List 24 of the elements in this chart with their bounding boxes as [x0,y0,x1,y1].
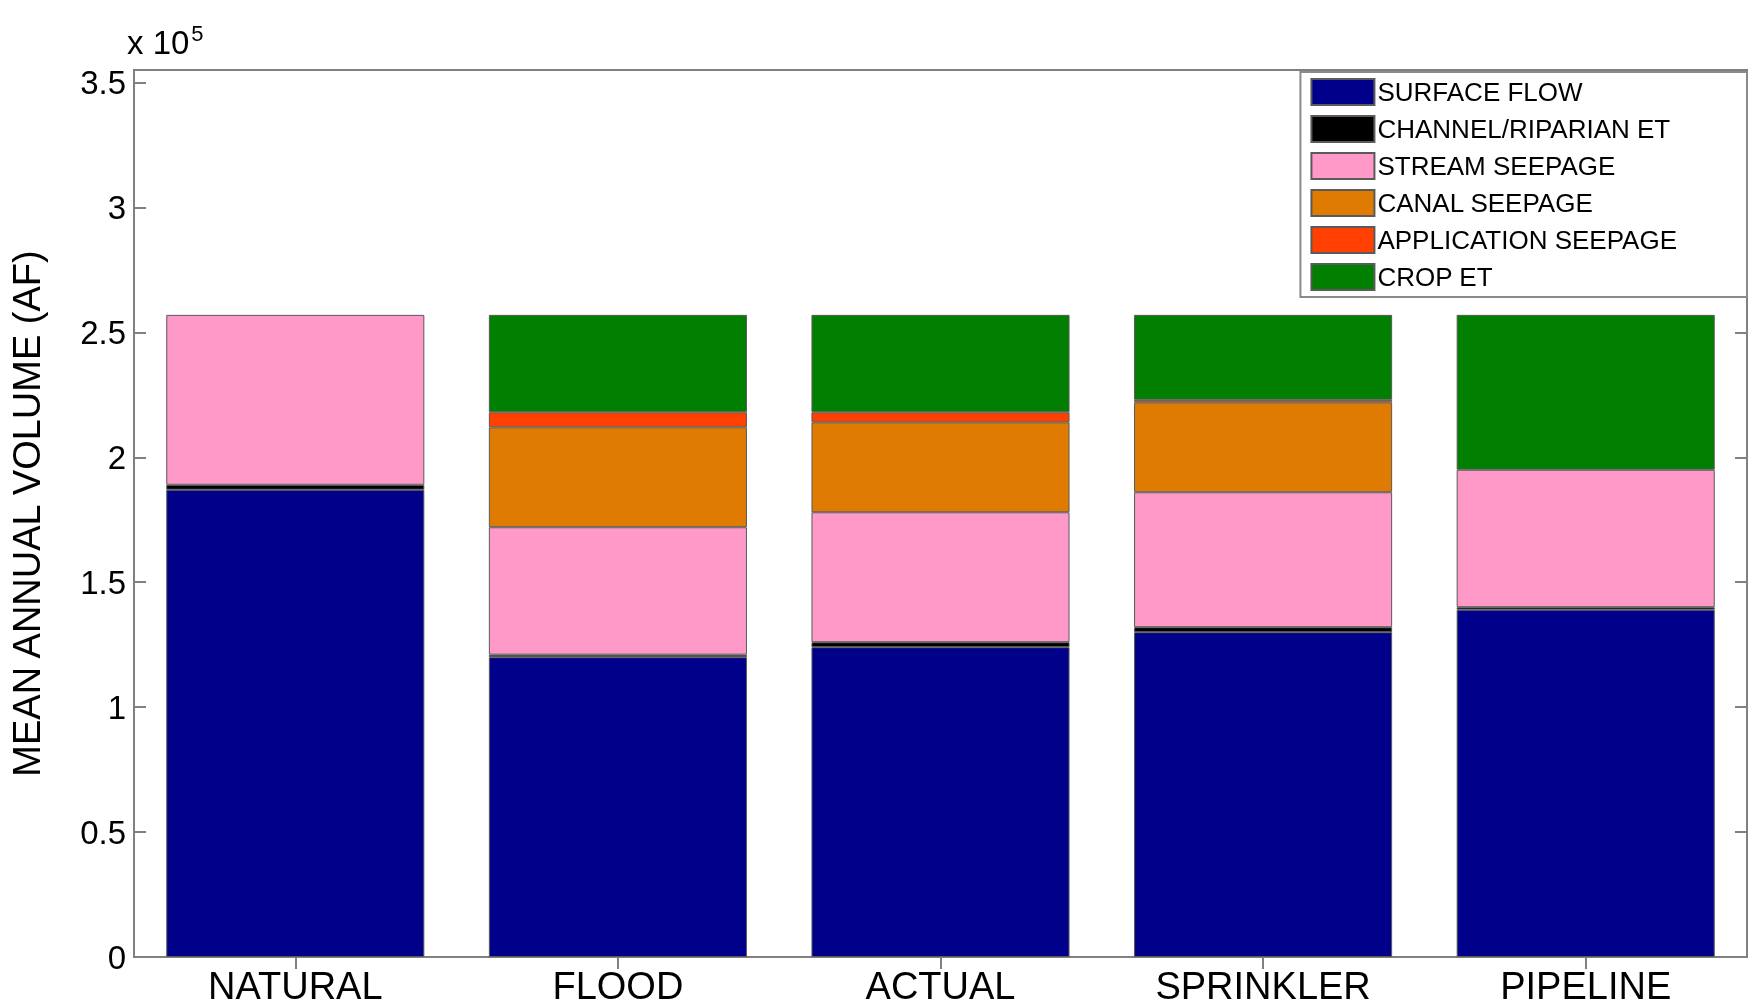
legend-label: CANAL SEEPAGE [1377,188,1593,218]
y-tick-label: 2 [107,438,126,476]
x-tick-label: NATURAL [208,965,383,1007]
y-tick-label: 0 [107,938,126,976]
x-tick-label: FLOOD [552,965,684,1007]
x-tick-label: ACTUAL [865,965,1016,1007]
x-tick-label: PIPELINE [1500,965,1672,1007]
bar [166,489,425,957]
bar [488,657,747,957]
legend-label: APPLICATION SEEPAGE [1377,225,1678,255]
y-tick-label: 2.5 [80,313,126,351]
legend-label: CHANNEL/RIPARIAN ET [1377,114,1671,144]
y-axis-title: MEAN ANNUAL VOLUME (AF) [6,250,48,777]
y-tick-label: 3.5 [80,63,126,101]
y-tick-label: 1.5 [80,563,126,601]
legend-label: STREAM SEEPAGE [1377,151,1616,181]
legend-label: SURFACE FLOW [1377,77,1584,107]
y-tick-label: 1 [107,688,126,726]
legend-label: CROP ET [1377,262,1493,292]
bar [1456,609,1715,957]
y-tick-label: 3 [107,188,126,226]
x-tick-label: SPRINKLER [1155,965,1371,1007]
y-tick-label: 0.5 [80,813,126,851]
bar [1134,314,1393,400]
